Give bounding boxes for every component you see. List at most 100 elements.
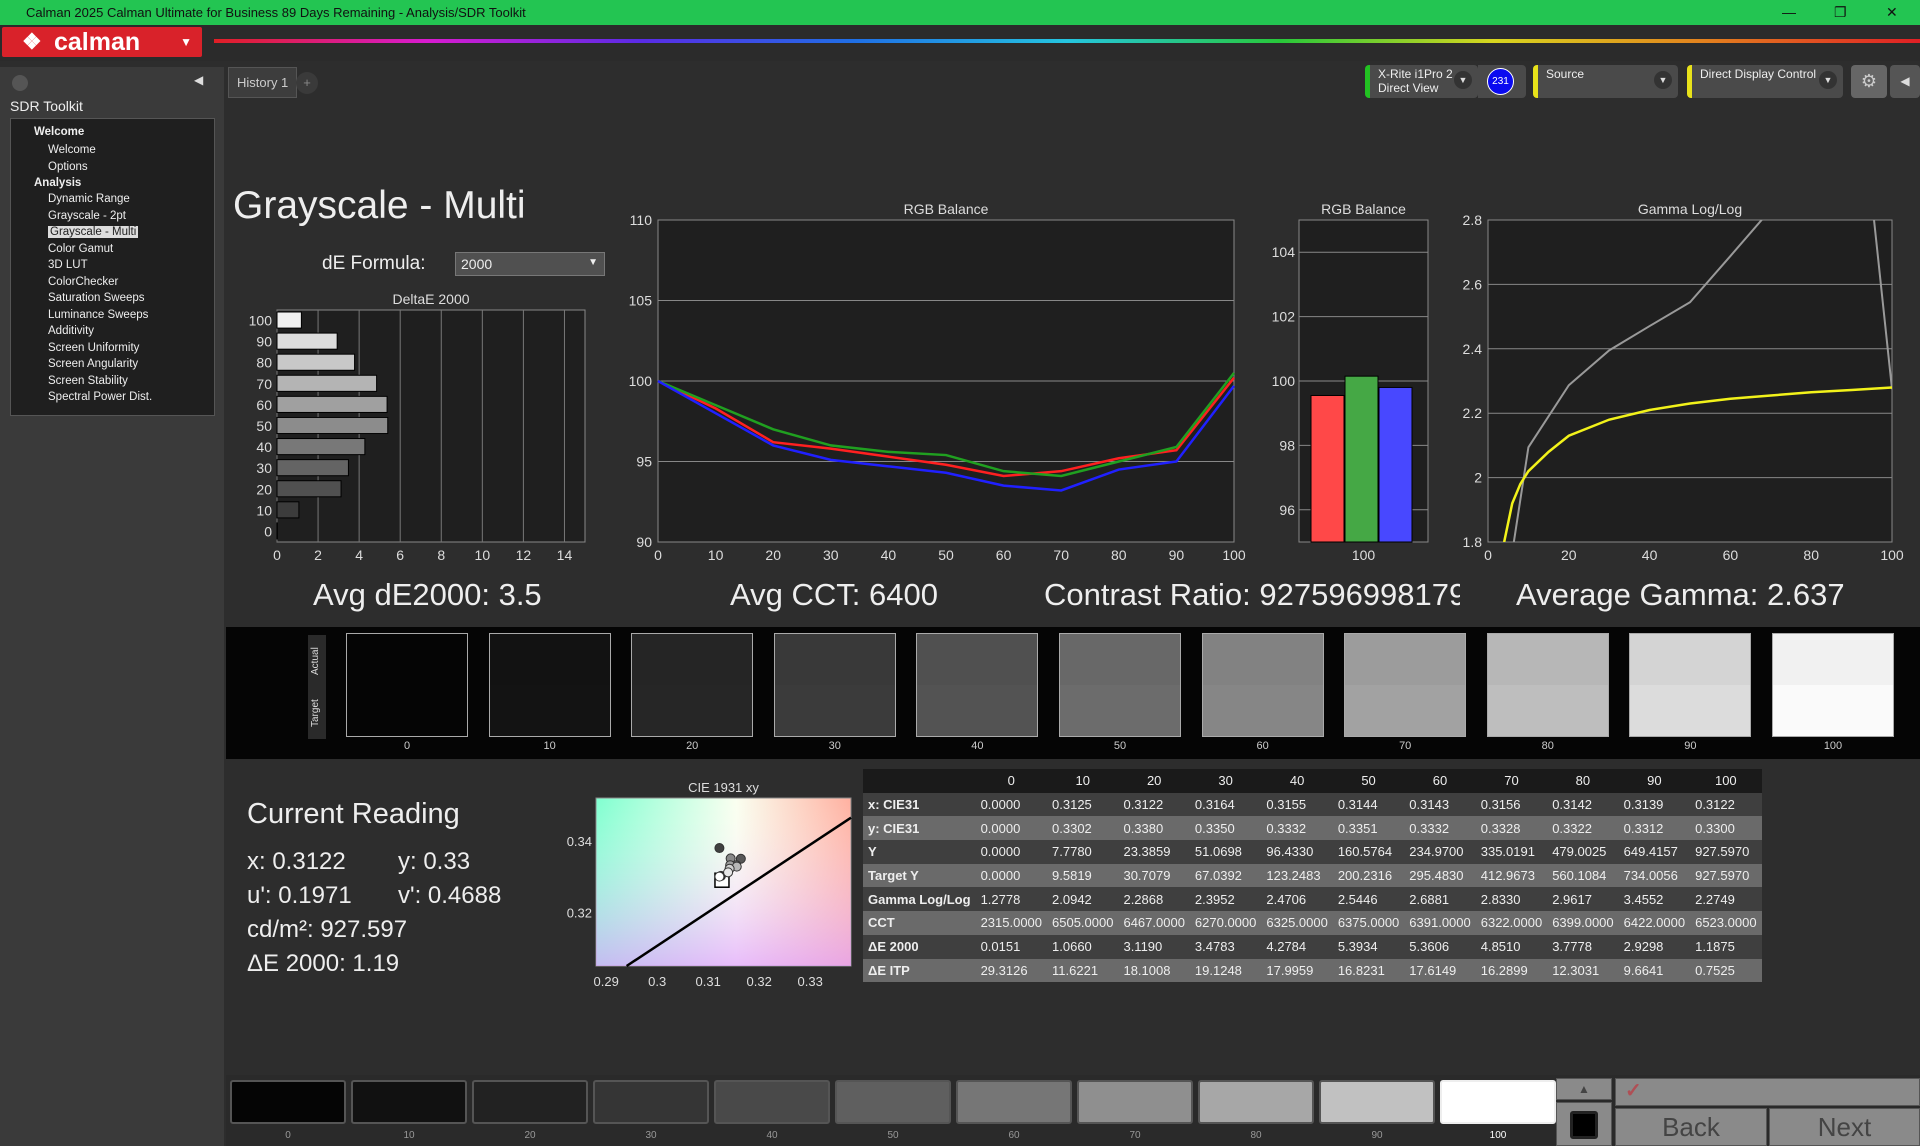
tab-history-1[interactable]: History 1 — [228, 67, 298, 98]
table-cell: 5.3934 — [1332, 934, 1405, 959]
table-cell: 6467.0000 — [1118, 911, 1190, 935]
tree-item[interactable]: Color Gamut — [48, 242, 114, 255]
tree-item[interactable]: ColorChecker — [48, 275, 119, 288]
table-cell: 6391.0000 — [1404, 911, 1476, 935]
chart-title: RGB Balance — [904, 201, 989, 217]
patch-button-100[interactable] — [1440, 1080, 1556, 1124]
tree-item-options[interactable]: Options — [48, 161, 88, 173]
tree-item[interactable]: Luminance Sweeps — [48, 308, 149, 321]
display-control-dropdown[interactable]: Direct Display Control ▼ — [1687, 65, 1843, 98]
patch-button-50[interactable] — [835, 1080, 951, 1124]
tree-item[interactable]: Additivity — [48, 325, 95, 337]
table-cell: 927.5970 — [1690, 840, 1762, 864]
calman-logo[interactable]: calman ❖ ▼ — [2, 27, 202, 57]
patch-button-30[interactable] — [593, 1080, 709, 1124]
patch-button-0[interactable] — [230, 1080, 346, 1124]
table-cell: 0.3351 — [1332, 816, 1405, 841]
patch-button-10[interactable] — [351, 1080, 467, 1124]
table-cell: 3.4783 — [1189, 934, 1262, 959]
y-tick-label: 2.2 — [1463, 405, 1483, 421]
collapse-sidebar-icon[interactable]: ◀ — [194, 73, 204, 87]
y-tick-label: 90 — [256, 334, 272, 350]
swatch-label: 50 — [1113, 740, 1127, 752]
table-row: Target Y 0.0000 9.5819 30.7079 67.0392 123.24… — [863, 863, 1762, 888]
settings-gear-icon[interactable]: ⚙ — [1851, 65, 1887, 98]
collapse-right-icon[interactable]: ◀ — [1890, 65, 1920, 98]
measurement-point — [714, 843, 725, 854]
table-cell: 0.3164 — [1189, 792, 1262, 817]
table-cell: 6375.0000 — [1332, 911, 1405, 935]
table-row: CCT 2315.0000 6505.0000 6467.0000 6270.0000 6… — [863, 911, 1762, 935]
close-button[interactable]: ✕ — [1886, 4, 1898, 20]
patch-button-70[interactable] — [1077, 1080, 1193, 1124]
tree-item[interactable]: Screen Uniformity — [48, 341, 140, 354]
minimize-button[interactable]: — — [1782, 4, 1796, 20]
y-tick-label: 1.8 — [1463, 534, 1483, 550]
tree-group-analysis[interactable]: Analysis — [34, 177, 82, 189]
table-cell: 6422.0000 — [1618, 911, 1691, 935]
chevron-down-icon: ▼ — [1819, 71, 1837, 89]
x-tick-label: 50 — [938, 547, 954, 563]
table-cell: 6322.0000 — [1475, 911, 1548, 935]
patch-button-20[interactable] — [472, 1080, 588, 1124]
tree-item[interactable]: Dynamic Range — [48, 193, 130, 205]
swatch-label: 80 — [1541, 740, 1554, 752]
tree-item[interactable]: Saturation Sweeps — [48, 292, 145, 304]
rainbow-divider — [214, 39, 1920, 43]
x-tick-label: 12 — [516, 547, 532, 563]
y-tick-label: 0 — [264, 523, 272, 539]
table-cell: 0.3302 — [1047, 816, 1119, 841]
table-cell: 9.6641 — [1618, 958, 1691, 983]
logo-diamond-icon: ❖ — [22, 29, 42, 54]
y-tick-label: 98 — [1279, 437, 1295, 453]
y-tick-label: 60 — [256, 397, 272, 413]
table-cell: 0.3332 — [1261, 816, 1333, 841]
tree-item[interactable]: Grayscale - 2pt — [48, 209, 126, 222]
tree-item[interactable]: Screen Angularity — [48, 358, 139, 370]
table-cell: 2.6881 — [1404, 887, 1476, 912]
toolbar-buttons[interactable] — [1615, 1078, 1920, 1106]
maximize-button[interactable]: ❐ — [1834, 4, 1847, 20]
rgb-balance-line-chart: RGB Balance 90 95 100 105 110 0 10 20 30 40 50 60 70 8… — [629, 201, 1246, 563]
table-cell: 2315.0000 — [975, 911, 1048, 935]
table-row: Y 0.0000 7.7780 23.3859 51.0698 96.4330 160.57… — [863, 840, 1762, 864]
tree-item[interactable]: Screen Stability — [48, 374, 128, 387]
column-header — [863, 769, 976, 793]
tree-item[interactable]: Grayscale - Multi — [48, 226, 139, 238]
patch-label: 50 — [887, 1130, 899, 1141]
back-button[interactable]: Back — [1615, 1108, 1767, 1146]
source-dropdown[interactable]: Source ▼ — [1533, 65, 1678, 98]
swatch-label: 60 — [1256, 740, 1269, 752]
blue-balance-line — [657, 379, 1235, 492]
table-cell: 2.9617 — [1547, 887, 1619, 912]
green-bar — [1344, 375, 1379, 543]
formula-select[interactable]: 2000 ▼ — [455, 252, 605, 276]
patch-button-90[interactable] — [1319, 1080, 1435, 1124]
tree-group-welcome[interactable]: Welcome — [34, 126, 85, 138]
y-tick-label: 2.4 — [1463, 341, 1483, 357]
y-tick-label: 0.32 — [567, 905, 592, 920]
reading-u: u': 0.1971 — [247, 882, 352, 909]
up-arrow-icon[interactable]: ▲ — [1556, 1078, 1612, 1100]
planckian-locus — [625, 816, 852, 968]
table-cell: 11.6221 — [1047, 958, 1119, 983]
tree-item-welcome[interactable]: Welcome — [48, 144, 96, 156]
table-cell: 3.1190 — [1118, 934, 1190, 959]
y-tick-label: 2.8 — [1463, 212, 1483, 228]
table-cell: 2.8330 — [1475, 887, 1548, 912]
tree-item[interactable]: 3D LUT — [48, 259, 88, 271]
patch-button-80[interactable] — [1198, 1080, 1314, 1124]
meter-reading-count-badge[interactable]: 231 — [1487, 68, 1514, 95]
add-tab-button[interactable]: + — [296, 72, 318, 94]
stop-button[interactable] — [1556, 1102, 1612, 1146]
next-button[interactable]: Next — [1769, 1108, 1920, 1146]
meter-dropdown[interactable]: X-Rite i1Pro 2 Direct View ▼ — [1365, 65, 1478, 98]
reading-de: ΔE 2000: 1.19 — [247, 950, 400, 977]
y-tick-label: 105 — [629, 293, 653, 309]
tree-item[interactable]: Spectral Power Dist. — [48, 391, 153, 403]
patch-button-60[interactable] — [956, 1080, 1072, 1124]
column-header: 100 — [1690, 769, 1762, 793]
y-tick-label: 40 — [256, 439, 272, 455]
deltae-chart: DeltaE 2000 0 2 4 6 8 10 12 14 0 10 20 30 40 50 60 70 80 9… — [249, 291, 586, 563]
patch-button-40[interactable] — [714, 1080, 830, 1124]
